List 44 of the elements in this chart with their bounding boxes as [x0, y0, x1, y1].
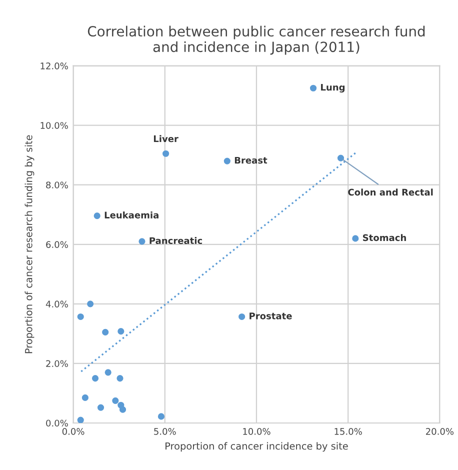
- point: [138, 238, 146, 245]
- annotation: Pancreatic: [150, 237, 202, 244]
- y-tick-label: 4.0%: [46, 300, 68, 308]
- point: [87, 300, 94, 308]
- x-tick-label: 10.0%: [243, 428, 270, 435]
- point: [352, 235, 359, 242]
- point: [92, 375, 99, 382]
- y-tick-label: 10.0%: [40, 122, 68, 129]
- point: [224, 158, 230, 164]
- annotation: Lung: [321, 84, 345, 92]
- x-tick-label: 20.0%: [426, 428, 454, 435]
- annotation: Stomach: [363, 234, 406, 242]
- y-tick-label: 8.0%: [46, 182, 68, 188]
- x-tick-label: 15.0%: [334, 428, 362, 435]
- point: [116, 375, 124, 382]
- annotation: Leukaemia: [104, 211, 158, 218]
- point: [337, 154, 344, 162]
- y-tick-label: 6.0%: [46, 241, 68, 248]
- point: [94, 212, 100, 220]
- x-tick-label: 5.0%: [154, 428, 176, 435]
- point: [118, 328, 124, 335]
- point: [77, 313, 84, 320]
- point: [77, 416, 84, 423]
- point: [158, 413, 165, 420]
- x-tick-label: 0.0%: [62, 428, 84, 435]
- point: [238, 313, 246, 320]
- point: [119, 406, 126, 413]
- annotation: Prostate: [250, 312, 292, 320]
- y-tick-label: 2.0%: [46, 360, 68, 368]
- y-axis-title: Proportion of cancer research funding by site: [24, 135, 34, 354]
- y-tick-label: 12.0%: [40, 62, 68, 70]
- point: [97, 404, 104, 411]
- annotation: Breast: [234, 156, 268, 164]
- annotation: Liver: [154, 135, 178, 142]
- point: [102, 328, 109, 336]
- point: [82, 394, 88, 401]
- x-axis-title: Proportion of cancer incidence by site: [166, 442, 348, 452]
- y-tick-label: 0.0%: [46, 420, 68, 427]
- point: [162, 150, 170, 157]
- annotation: Colon and Rectal: [348, 188, 433, 196]
- point: [310, 84, 317, 92]
- chart-title: Correlation between public cancer research fund and incidence in Japan (2011): [88, 26, 425, 55]
- point: [104, 369, 112, 376]
- point: [112, 397, 119, 404]
